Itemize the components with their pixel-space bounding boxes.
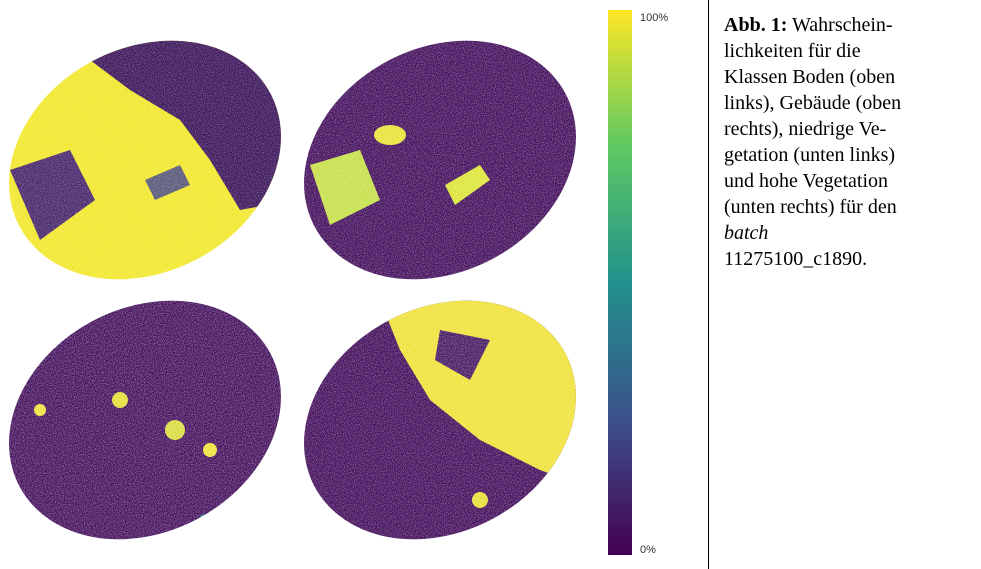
panel-ground [0,0,295,290]
caption-line: 11275100_c1890. [724,246,974,272]
figure: 100% 0% Abb. 1: Wahrschein- lichkeiten f… [0,0,981,569]
caption-line: Abb. 1: Wahrschein- [724,12,974,38]
colorbar-min-label: 0% [640,544,656,556]
caption-line: rechts), niedrige Ve- [724,116,974,142]
caption-line: links), Gebäude (oben [724,90,974,116]
colorbar-max-label: 100% [640,12,668,24]
panel-low-vegetation [0,285,295,569]
caption-label: Abb. 1: [724,14,787,36]
caption-line: Klassen Boden (oben [724,64,974,90]
caption-line: (unten rechts) für den [724,194,974,220]
caption-text: Wahrschein- [792,14,893,36]
panel-building [295,0,595,290]
caption-line: lichkeiten für die [724,38,974,64]
caption: Abb. 1: Wahrschein- lichkeiten für die K… [724,12,974,272]
page: Abb. 1 {"colorbar": {"max_label": "100%"… [0,0,981,569]
panel-high-vegetation [295,285,595,569]
divider [708,0,709,569]
colorbar [608,10,632,555]
caption-line: und hohe Vegetation [724,168,974,194]
caption-line: batch [724,220,974,246]
point-cloud-figure: 100% 0% [0,0,700,569]
caption-line: getation (unten links) [724,142,974,168]
